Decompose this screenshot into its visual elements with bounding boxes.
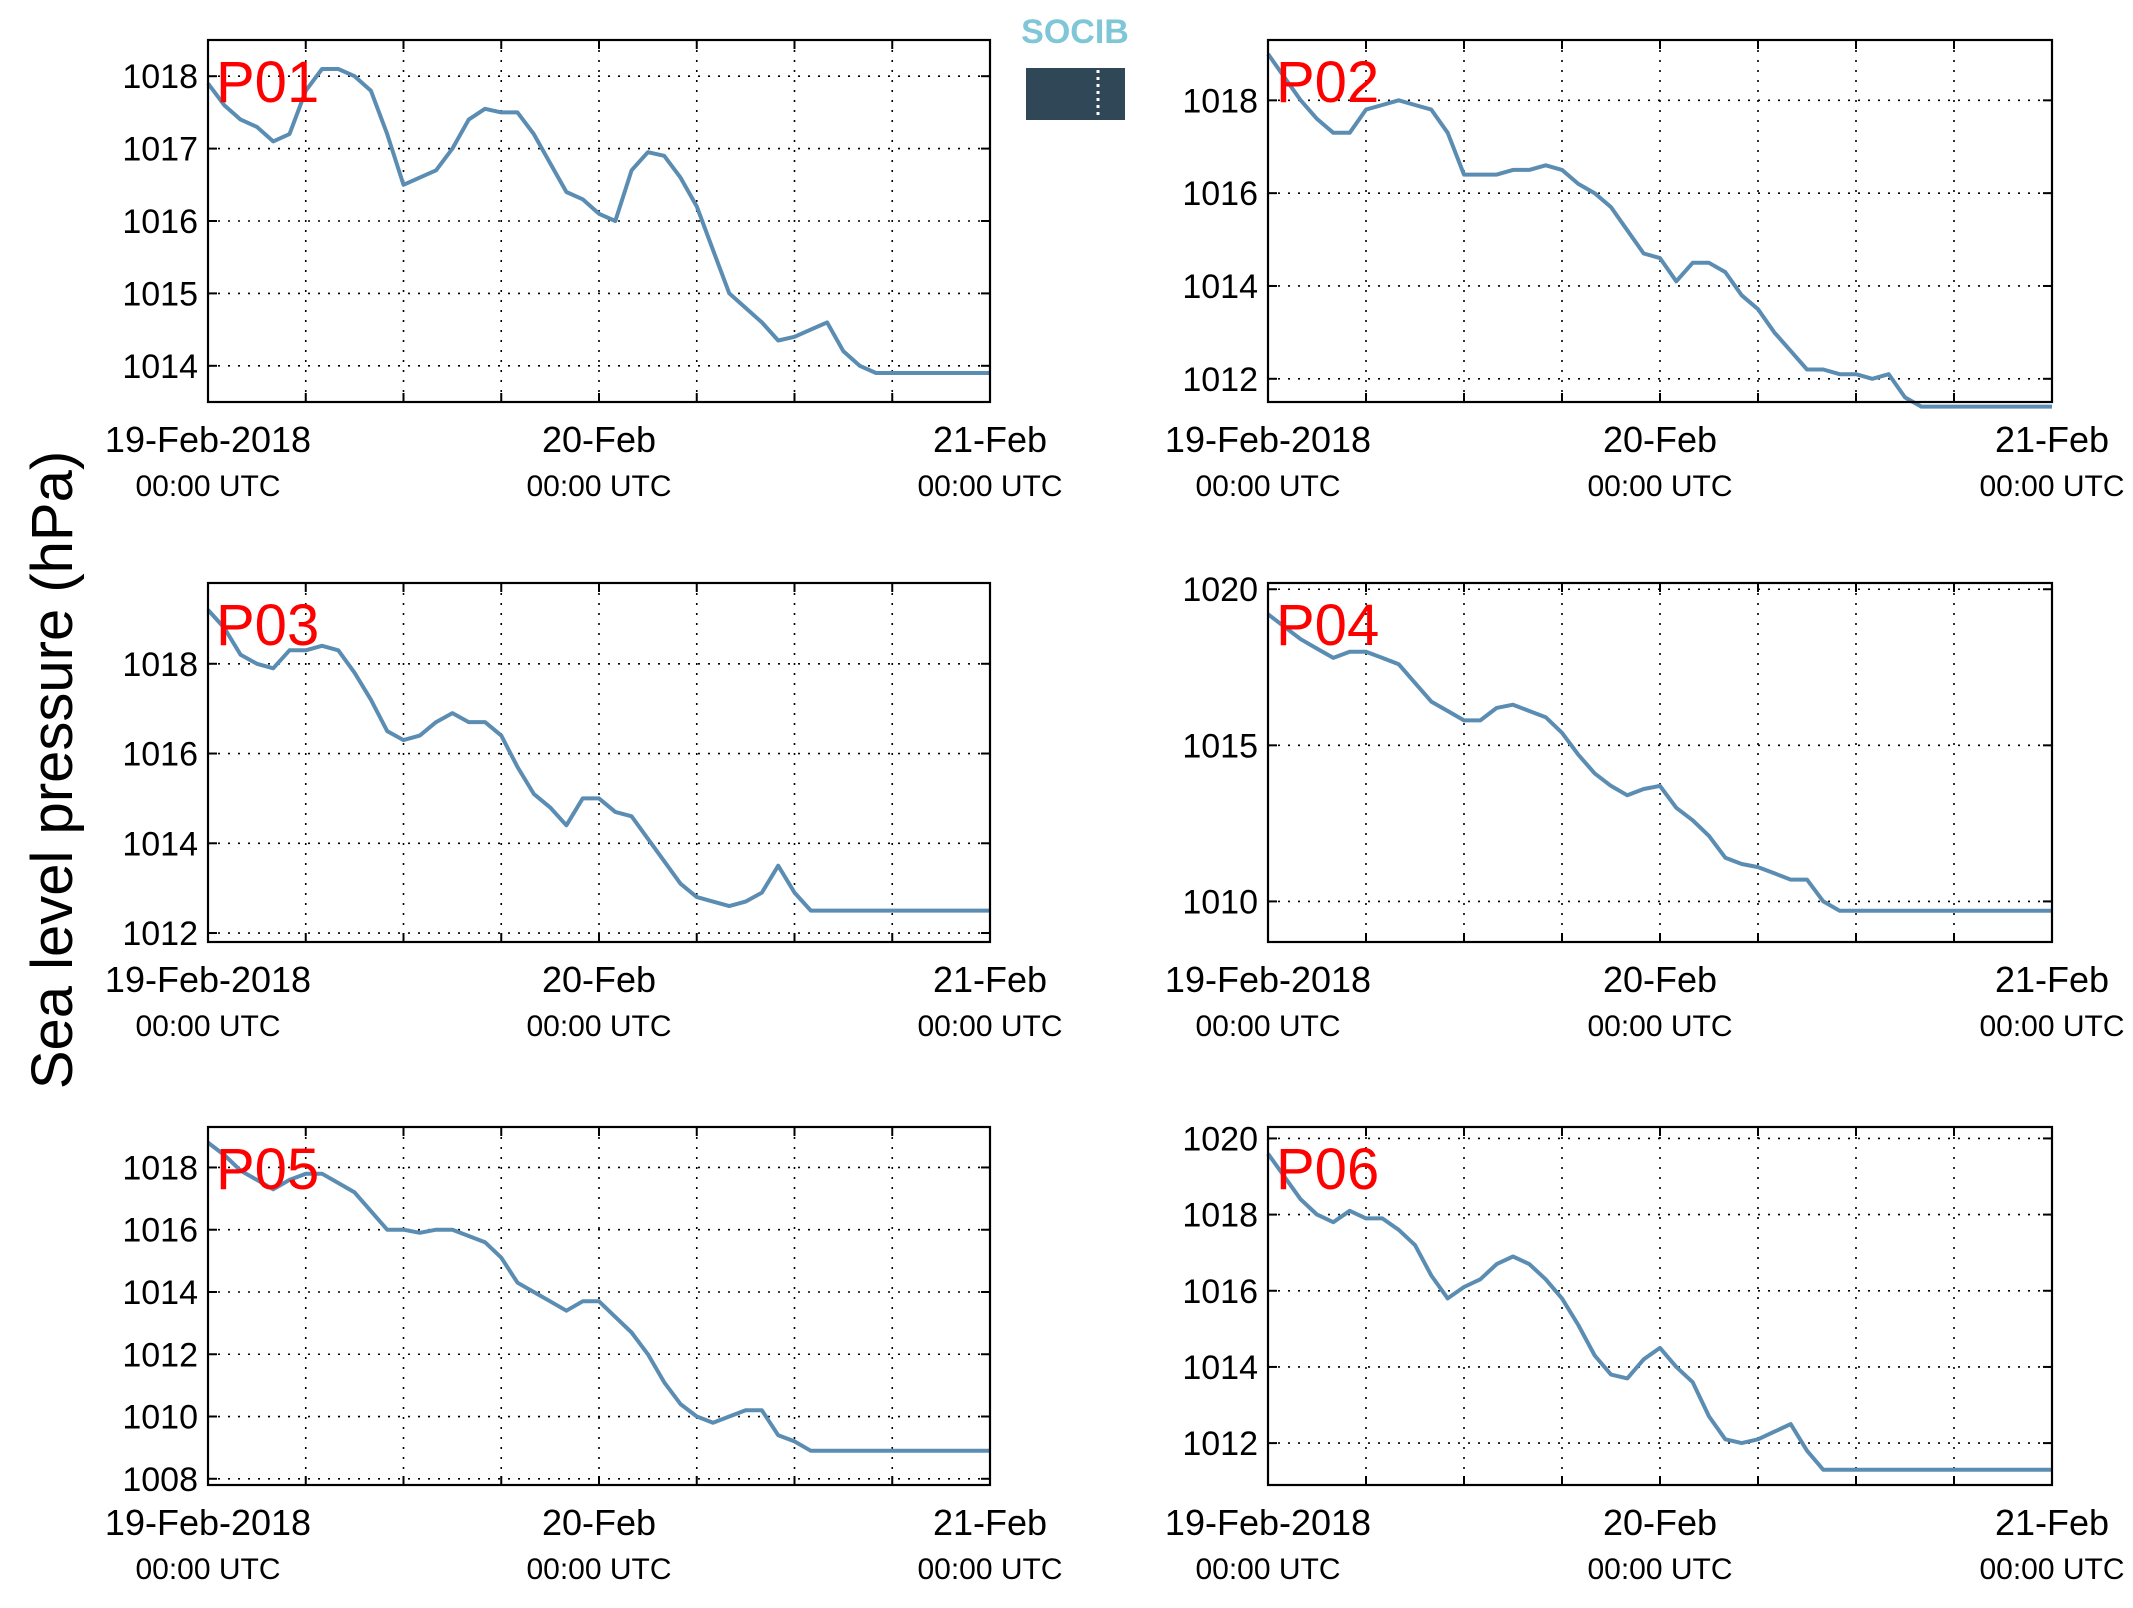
x-tick-time-label: 00:00 UTC <box>135 470 280 503</box>
plot-frame <box>206 1125 992 1487</box>
plot-frame <box>1266 1125 2054 1487</box>
y-tick-label: 1014 <box>122 825 198 863</box>
x-tick-time-label: 00:00 UTC <box>1979 1010 2124 1043</box>
panel-label: P04 <box>1276 593 1379 658</box>
panel-label: P05 <box>216 1137 319 1202</box>
x-tick-time-label: 00:00 UTC <box>526 470 671 503</box>
y-tick-label: 1012 <box>1182 361 1258 399</box>
x-tick-time-label: 00:00 UTC <box>1979 470 2124 503</box>
y-tick-label: 1008 <box>122 1461 198 1499</box>
panel-p06: 1012 1014 1016 1018 1020 P06 19-Feb-2018 00:00 … <box>1165 1120 2125 1586</box>
pressure-series-line <box>206 608 990 913</box>
y-tick-label: 1018 <box>122 1149 198 1187</box>
y-tick-label: 1018 <box>122 646 198 684</box>
x-tick-time-label: 00:00 UTC <box>526 1553 671 1586</box>
panel-p01: 1014 1015 1016 1017 1018 P01 19-Feb-2018 00:00 … <box>105 38 1063 503</box>
pressure-series-line <box>1266 1152 2052 1472</box>
x-tick-date-label: 21-Feb <box>933 959 1047 1000</box>
panel-label: P02 <box>1276 50 1379 115</box>
x-tick-time-label: 00:00 UTC <box>135 1553 280 1586</box>
y-tick-label: 1014 <box>122 348 198 386</box>
x-tick-time-label: 00:00 UTC <box>1979 1553 2124 1586</box>
x-tick-date-label: 19-Feb-2018 <box>105 959 311 1000</box>
y-tick-label: 1014 <box>1182 268 1258 306</box>
socib-logo: SOCIB <box>1021 13 1129 120</box>
y-tick-label: 1010 <box>122 1399 198 1437</box>
y-tick-label: 1016 <box>122 736 198 774</box>
x-tick-date-label: 20-Feb <box>542 959 656 1000</box>
socib-logo-text: SOCIB <box>1021 13 1129 51</box>
x-tick-date-label: 19-Feb-2018 <box>105 1502 311 1543</box>
y-tick-label: 1016 <box>122 1212 198 1250</box>
panel-p05: 1008 1010 1012 1014 1016 1018 P05 19-Feb-2018 00… <box>105 1125 1063 1586</box>
x-tick-time-label: 00:00 UTC <box>1587 1010 1732 1043</box>
y-tick-label: 1020 <box>1182 1120 1258 1158</box>
x-tick-date-label: 21-Feb <box>1995 419 2109 460</box>
pressure-series-line <box>206 67 990 375</box>
panel-label: P01 <box>216 50 319 115</box>
x-tick-time-label: 00:00 UTC <box>526 1010 671 1043</box>
y-tick-label: 1014 <box>1182 1349 1258 1387</box>
x-tick-time-label: 00:00 UTC <box>1587 470 1732 503</box>
x-tick-date-label: 21-Feb <box>1995 1502 2109 1543</box>
y-tick-label: 1014 <box>122 1274 198 1312</box>
plot-frame <box>1266 581 2054 944</box>
y-tick-label: 1016 <box>1182 175 1258 213</box>
x-tick-time-label: 00:00 UTC <box>135 1010 280 1043</box>
x-tick-time-label: 00:00 UTC <box>1587 1553 1732 1586</box>
y-tick-label: 1015 <box>122 275 198 313</box>
pressure-series-line <box>1266 612 2052 913</box>
panel-label: P06 <box>1276 1137 1379 1202</box>
panel-label: P03 <box>216 593 319 658</box>
x-tick-date-label: 19-Feb-2018 <box>1165 419 1371 460</box>
y-tick-label: 1015 <box>1182 727 1258 765</box>
panel-p03: 1012 1014 1016 1018 P03 19-Feb-2018 00:00 UTC 2… <box>105 581 1063 1043</box>
x-tick-date-label: 20-Feb <box>1603 419 1717 460</box>
panel-p02: 1012 1014 1016 1018 P02 19-Feb-2018 00:00 UTC 2… <box>1165 38 2125 503</box>
y-tick-label: 1012 <box>122 1336 198 1374</box>
y-tick-label: 1018 <box>1182 1197 1258 1235</box>
plot-frame <box>206 581 992 944</box>
socib-logo-block <box>1026 68 1125 120</box>
y-tick-label: 1017 <box>122 131 198 169</box>
x-tick-date-label: 19-Feb-2018 <box>1165 959 1371 1000</box>
x-tick-time-label: 00:00 UTC <box>917 470 1062 503</box>
y-tick-label: 1010 <box>1182 883 1258 921</box>
x-tick-date-label: 20-Feb <box>1603 959 1717 1000</box>
y-tick-label: 1016 <box>122 203 198 241</box>
x-tick-time-label: 00:00 UTC <box>917 1553 1062 1586</box>
plot-frame <box>206 38 992 404</box>
x-tick-time-label: 00:00 UTC <box>1195 470 1340 503</box>
x-tick-date-label: 21-Feb <box>1995 959 2109 1000</box>
x-tick-date-label: 21-Feb <box>933 1502 1047 1543</box>
y-axis-label: Sea level pressure (hPa) <box>20 451 85 1089</box>
y-tick-label: 1016 <box>1182 1273 1258 1311</box>
y-tick-label: 1020 <box>1182 571 1258 609</box>
x-tick-date-label: 20-Feb <box>1603 1502 1717 1543</box>
panel-p04: 1010 1015 1020 P04 19-Feb-2018 00:00 UTC 20-Fe… <box>1165 571 2125 1043</box>
pressure-series-line <box>206 1141 990 1453</box>
x-tick-date-label: 20-Feb <box>542 419 656 460</box>
pressure-series-line <box>1266 52 2052 409</box>
x-tick-time-label: 00:00 UTC <box>1195 1553 1340 1586</box>
y-tick-label: 1018 <box>122 58 198 96</box>
y-tick-label: 1018 <box>1182 82 1258 120</box>
y-tick-label: 1012 <box>122 915 198 953</box>
x-tick-date-label: 19-Feb-2018 <box>105 419 311 460</box>
x-tick-time-label: 00:00 UTC <box>1195 1010 1340 1043</box>
x-tick-date-label: 21-Feb <box>933 419 1047 460</box>
plot-frame <box>1266 38 2054 404</box>
x-tick-date-label: 19-Feb-2018 <box>1165 1502 1371 1543</box>
x-tick-time-label: 00:00 UTC <box>917 1010 1062 1043</box>
x-tick-date-label: 20-Feb <box>542 1502 656 1543</box>
y-tick-label: 1012 <box>1182 1425 1258 1463</box>
